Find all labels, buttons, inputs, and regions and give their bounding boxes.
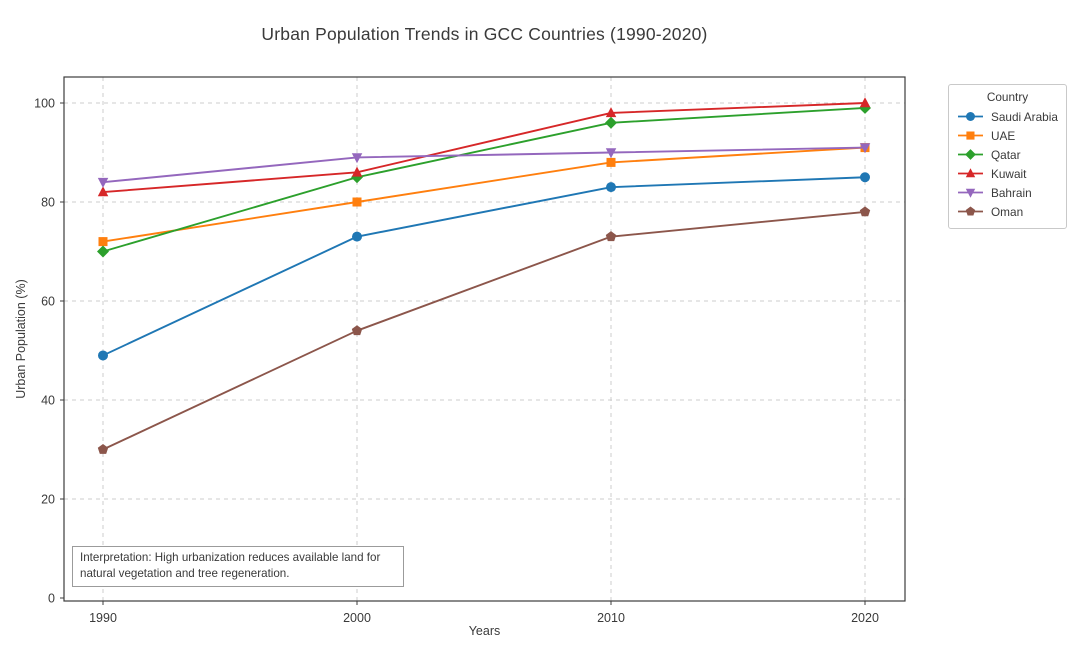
legend-pentagon-icon	[958, 206, 983, 216]
svg-text:2020: 2020	[851, 611, 879, 625]
svg-text:1990: 1990	[89, 611, 117, 625]
legend-diamond-icon	[958, 149, 983, 160]
legend-square-icon	[958, 131, 983, 140]
legend-label: Qatar	[991, 147, 1021, 162]
series-oman	[97, 206, 871, 454]
y-ticks: 0 20 40 60 80 100	[34, 97, 64, 606]
legend-circle-icon	[958, 112, 983, 121]
series-bahrain	[97, 143, 871, 188]
interpretation-box: Interpretation: High urbanization reduce…	[72, 546, 404, 587]
svg-text:40: 40	[41, 394, 55, 408]
legend-label: Saudi Arabia	[991, 109, 1058, 124]
x-ticks: 1990 2000 2010 2020	[89, 601, 879, 625]
series-uae	[98, 143, 870, 247]
legend-entry-uae: UAE	[957, 126, 1058, 145]
svg-text:60: 60	[41, 295, 55, 309]
legend-entry-oman: Oman	[957, 202, 1058, 221]
legend-entries: Saudi Arabia UAE Qatar Kuwait Bahrain Oman	[957, 107, 1058, 221]
svg-text:20: 20	[41, 493, 55, 507]
y-axis-label: Urban Population (%)	[14, 279, 28, 399]
legend-entry-bahrain: Bahrain	[957, 183, 1058, 202]
svg-text:100: 100	[34, 97, 55, 111]
legend-triangle-up-icon	[958, 168, 983, 178]
x-axis-label: Years	[468, 624, 501, 638]
legend-triangle-down-icon	[958, 188, 983, 198]
interpretation-text: Interpretation: High urbanization reduce…	[80, 551, 381, 580]
svg-text:2000: 2000	[343, 611, 371, 625]
legend-entry-qatar: Qatar	[957, 145, 1058, 164]
svg-text:80: 80	[41, 196, 55, 210]
legend-label: Oman	[991, 204, 1024, 219]
legend-label: Bahrain	[991, 185, 1032, 200]
plot-frame	[63, 76, 906, 602]
svg-text:2010: 2010	[597, 611, 625, 625]
legend: Country Saudi Arabia UAE Qatar Kuwait Bahrai…	[948, 84, 1067, 229]
chart-title: Urban Population Trends in GCC Countries…	[261, 24, 708, 44]
legend-label: UAE	[991, 128, 1016, 143]
legend-entry-saudi-arabia: Saudi Arabia	[957, 107, 1058, 126]
series-kuwait	[97, 97, 871, 197]
legend-title: Country	[986, 90, 1029, 104]
legend-label: Kuwait	[991, 166, 1027, 181]
legend-entry-kuwait: Kuwait	[957, 164, 1058, 183]
series-qatar	[97, 101, 871, 258]
series-saudi-arabia	[98, 172, 870, 361]
svg-text:0: 0	[48, 592, 55, 606]
